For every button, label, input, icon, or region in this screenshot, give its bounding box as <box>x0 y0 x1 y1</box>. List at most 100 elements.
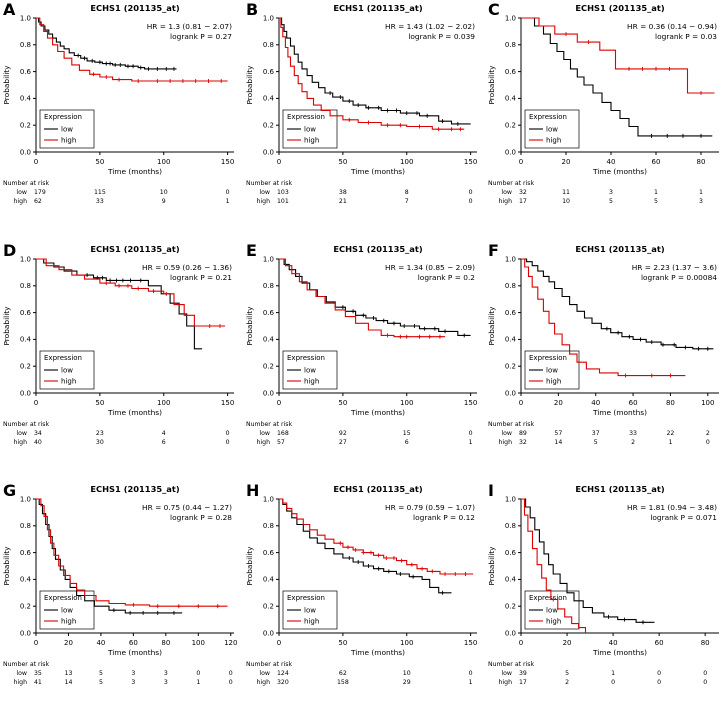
x-tick-label: 40 <box>592 399 601 407</box>
x-tick-label: 60 <box>652 158 661 166</box>
y-axis-title: Probability <box>2 65 11 105</box>
legend-box <box>524 109 580 149</box>
y-axis-title: Probability <box>487 306 496 346</box>
x-tick-label: 80 <box>666 399 675 407</box>
y-tick-label: 0.6 <box>505 68 517 76</box>
y-tick-label: 0.2 <box>20 603 31 611</box>
y-tick-label: 1.0 <box>505 14 516 22</box>
legend-label-high: high <box>304 618 319 626</box>
x-tick-label: 150 <box>464 399 477 407</box>
x-tick-label: 0 <box>34 639 38 647</box>
risk-count-low: 3 <box>609 189 613 196</box>
risk-count-low: 5 <box>99 670 103 677</box>
risk-count-low: 11 <box>562 189 570 196</box>
y-tick-label: 0.8 <box>20 522 31 530</box>
legend-title: Expression <box>529 113 567 121</box>
x-tick-label: 0 <box>519 399 523 407</box>
x-axis-title: Time (months) <box>350 648 405 657</box>
km-plot-C: C ECHS1 (201135_at) HR = 0.36 (0.14 − 0.94… <box>487 0 720 205</box>
km-plot-H: H ECHS1 (201135_at) HR = 0.79 (0.59 − 1.07… <box>245 481 477 686</box>
risk-count-high: 2 <box>631 439 635 446</box>
y-tick-label: 0.8 <box>505 41 516 49</box>
y-tick-label: 0.4 <box>263 335 275 343</box>
km-panel-B: B ECHS1 (201135_at) HR = 1.43 (1.02 − 2.02… <box>243 0 486 241</box>
risk-count-low: 0 <box>226 189 230 196</box>
risk-count-low: 0 <box>196 670 200 677</box>
km-curve-low <box>278 258 471 336</box>
plot-title: ECHS1 (201135_at) <box>90 3 179 13</box>
hr-annotation: HR = 1.81 (0.94 − 3.48) <box>627 503 717 512</box>
risk-count-high: 41 <box>34 679 42 686</box>
km-curve-high <box>521 17 715 94</box>
plot-title: ECHS1 (201135_at) <box>90 244 179 254</box>
risk-row-label-high: high <box>499 198 513 205</box>
risk-count-high: 1 <box>468 439 472 446</box>
y-tick-label: 0.6 <box>20 549 32 557</box>
x-tick-label: 100 <box>701 399 714 407</box>
risk-count-low: 13 <box>65 670 73 677</box>
y-tick-label: 0.4 <box>263 95 275 103</box>
risk-count-high: 3 <box>131 679 135 686</box>
risk-count-high: 33 <box>96 198 104 205</box>
x-tick-label: 20 <box>563 639 572 647</box>
legend-label-high: high <box>61 618 76 626</box>
y-tick-label: 0.6 <box>263 309 275 317</box>
risk-count-high: 62 <box>34 198 42 205</box>
y-axis-title: Probability <box>245 65 254 105</box>
legend-title: Expression <box>44 354 82 362</box>
x-tick-label: 50 <box>95 399 104 407</box>
risk-count-low: 115 <box>94 189 106 196</box>
x-tick-label: 20 <box>64 639 73 647</box>
risk-count-low: 0 <box>468 430 472 437</box>
risk-row-label-low: low <box>16 430 27 437</box>
x-axis-title: Time (months) <box>107 167 162 176</box>
km-plot-D: D ECHS1 (201135_at) HR = 0.59 (0.26 − 1.36… <box>2 241 234 446</box>
risk-count-high: 10 <box>562 198 570 205</box>
legend-box <box>524 350 580 390</box>
risk-count-high: 5 <box>99 679 103 686</box>
x-tick-label: 40 <box>96 639 105 647</box>
y-axis-title: Probability <box>2 306 11 346</box>
legend-box <box>282 109 338 149</box>
risk-row-label-high: high <box>256 198 270 205</box>
risk-count-high: 0 <box>657 679 661 686</box>
risk-count-high: 17 <box>519 198 527 205</box>
risk-row-label-high: high <box>14 198 28 205</box>
x-tick-label: 40 <box>607 158 616 166</box>
y-tick-label: 0.2 <box>263 362 274 370</box>
risk-count-high: 6 <box>162 439 166 446</box>
y-tick-label: 0.6 <box>20 68 32 76</box>
risk-table-title: Number at risk <box>246 661 292 668</box>
risk-count-high: 5 <box>609 198 613 205</box>
km-curve-low <box>521 17 713 137</box>
x-tick-label: 100 <box>157 158 170 166</box>
risk-count-low: 1 <box>611 670 615 677</box>
risk-row-label-high: high <box>499 439 513 446</box>
panel-letter: I <box>488 481 494 500</box>
risk-count-low: 10 <box>402 670 410 677</box>
legend-label-high: high <box>304 136 319 144</box>
panel-letter: B <box>246 0 258 19</box>
risk-row-label-high: high <box>14 679 28 686</box>
legend-title: Expression <box>287 113 325 121</box>
y-tick-label: 1.0 <box>263 14 274 22</box>
x-tick-label: 60 <box>629 399 638 407</box>
risk-count-high: 0 <box>704 679 708 686</box>
y-tick-label: 1.0 <box>505 496 516 504</box>
legend-label-high: high <box>546 377 561 385</box>
plot-title: ECHS1 (201135_at) <box>576 244 665 254</box>
risk-count-low: 1 <box>699 189 703 196</box>
y-axis-title: Probability <box>245 306 254 346</box>
km-panel-E: E ECHS1 (201135_at) HR = 1.34 (0.85 − 2.09… <box>243 241 486 482</box>
km-plot-G: G ECHS1 (201135_at) HR = 0.75 (0.44 − 1.27… <box>2 481 237 686</box>
x-tick-label: 100 <box>400 399 413 407</box>
risk-count-low: 38 <box>339 189 347 196</box>
x-tick-label: 80 <box>161 639 170 647</box>
x-tick-label: 150 <box>221 158 234 166</box>
x-axis-title: Time (months) <box>350 408 405 417</box>
y-tick-label: 0.0 <box>20 389 31 397</box>
legend-box <box>39 590 95 630</box>
km-panel-G: G ECHS1 (201135_at) HR = 0.75 (0.44 − 1.27… <box>0 481 243 722</box>
risk-count-high: 0 <box>706 439 710 446</box>
